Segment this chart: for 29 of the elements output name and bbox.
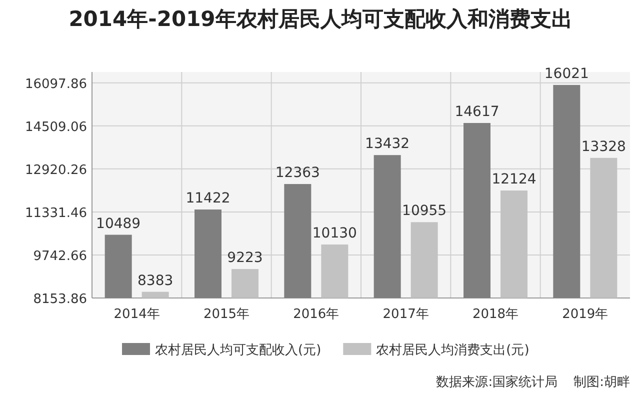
legend-label: 农村居民人均消费支出(元) [376,343,530,358]
x-tick-label: 2015年 [203,307,250,322]
data-label: 12124 [492,171,536,188]
data-label: 10955 [402,203,447,220]
y-tick-label: 12920.26 [24,162,87,178]
y-tick-label: 9742.66 [33,248,87,264]
y-tick-label: 14509.06 [24,120,87,135]
data-label: 14617 [454,104,500,120]
x-tick-label: 2019年 [562,307,608,322]
data-label: 10130 [312,225,357,242]
data-label: 12363 [275,165,320,182]
y-tick-label: 8153.86 [33,292,87,307]
data-label: 16021 [544,66,589,82]
source-note: 数据来源:国家统计局 [436,374,558,390]
data-label: 8383 [138,272,174,289]
data-label: 11422 [186,190,230,207]
data-label: 9223 [227,250,263,266]
text: 制图:胡畔 [574,375,630,390]
y-tick-label: 11331.46 [24,206,87,221]
data-label: 10489 [96,216,141,232]
data-label: 13432 [365,136,410,152]
x-tick-label: 2018年 [472,307,519,322]
x-tick-label: 2017年 [382,307,429,322]
y-tick-label: 16097.86 [24,76,87,92]
x-tick-label: 2016年 [293,307,340,322]
x-tick-label: 2014年 [114,307,160,322]
legend-label: 农村居民人均可支配收入(元) [155,343,322,358]
data-label: 13328 [581,138,626,155]
chart-title: 2014年-2019年农村居民人均可支配收入和消费支出 [68,7,572,31]
